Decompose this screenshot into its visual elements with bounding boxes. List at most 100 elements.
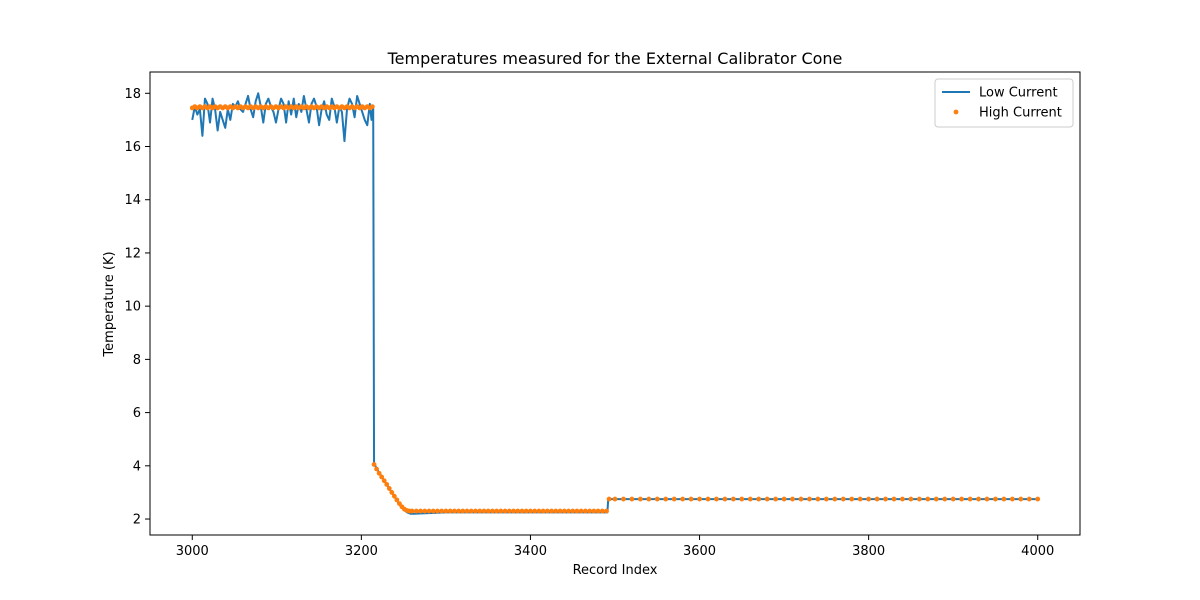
series-high-current-point bbox=[654, 496, 660, 502]
series-high-current-point bbox=[386, 486, 392, 491]
series-high-current-point bbox=[984, 496, 990, 502]
series-high-current-point bbox=[604, 508, 609, 514]
series-high-current-point bbox=[468, 508, 474, 514]
series-high-current-point bbox=[519, 508, 525, 514]
series-high-current-point bbox=[578, 508, 584, 514]
y-tick-label: 6 bbox=[133, 406, 141, 421]
series-high-current-point bbox=[498, 508, 504, 514]
series-high-current-point bbox=[671, 496, 677, 502]
series-high-current-point bbox=[688, 496, 694, 502]
series-high-current-point bbox=[1035, 496, 1041, 502]
series-high-current-point bbox=[900, 496, 905, 502]
series-high-current-point bbox=[485, 508, 491, 514]
y-tick-label: 16 bbox=[124, 140, 141, 155]
series-high-current-point bbox=[439, 508, 445, 514]
series-high-current-point bbox=[422, 508, 428, 514]
series-high-current-point bbox=[621, 496, 626, 502]
series-high-current-point bbox=[557, 508, 563, 514]
series-high-current-point bbox=[976, 496, 981, 502]
series-high-current-point bbox=[409, 508, 415, 514]
series-high-current-point bbox=[451, 508, 457, 514]
series-high-current-point bbox=[883, 496, 888, 502]
series-high-current-point bbox=[874, 496, 880, 502]
series-high-current-point bbox=[697, 496, 702, 502]
series-high-current-point bbox=[394, 497, 400, 503]
series-high-current-point bbox=[376, 470, 382, 476]
series-high-current-point bbox=[933, 496, 939, 502]
y-tick-label: 2 bbox=[133, 513, 141, 528]
series-high-current-point bbox=[384, 482, 390, 487]
series-high-current-point bbox=[490, 508, 495, 514]
y-tick-label: 12 bbox=[124, 246, 141, 261]
legend: Low Current High Current bbox=[934, 78, 1074, 128]
series-high-current-point bbox=[540, 508, 546, 514]
series-high-current-point bbox=[908, 496, 914, 502]
series-high-current-point bbox=[574, 508, 580, 514]
series-high-current-point bbox=[456, 508, 461, 514]
series-high-current-point bbox=[473, 508, 478, 514]
series-high-current-point bbox=[561, 508, 567, 514]
series-high-current-point bbox=[1018, 496, 1024, 502]
series-high-current-point bbox=[722, 496, 728, 502]
series-high-current-point bbox=[705, 496, 711, 502]
series-high-current-point bbox=[570, 508, 576, 514]
series-high-current-point bbox=[426, 508, 432, 514]
series-high-current-point bbox=[993, 496, 998, 502]
series-high-current-point bbox=[374, 466, 379, 472]
series-high-current-point bbox=[849, 496, 855, 502]
series-high-current-point bbox=[587, 508, 593, 514]
series-high-current-point bbox=[823, 496, 829, 502]
series-high-current-point bbox=[663, 496, 669, 502]
series-high-current-point bbox=[536, 508, 542, 514]
series-high-current-point bbox=[764, 496, 770, 502]
series-high-current-point bbox=[566, 508, 571, 514]
series-high-current-point bbox=[447, 508, 453, 514]
chart-title: Temperatures measured for the External C… bbox=[387, 49, 843, 68]
series-high-current-point bbox=[418, 508, 423, 514]
y-axis-label: Temperature (K) bbox=[102, 251, 117, 357]
series-high-current-point bbox=[506, 508, 512, 514]
series-high-current-point bbox=[599, 508, 605, 514]
series-high-current-point bbox=[389, 490, 395, 495]
series-high-current-point bbox=[832, 496, 838, 502]
series-high-current-point bbox=[435, 508, 440, 514]
y-tick-label: 18 bbox=[124, 87, 141, 102]
series-high-current-point bbox=[857, 496, 863, 502]
series-high-current-point bbox=[481, 508, 487, 514]
series-high-current-point bbox=[866, 496, 872, 502]
series-high-current-point bbox=[840, 496, 846, 502]
series-high-current-point bbox=[637, 496, 643, 502]
series-high-current-point bbox=[773, 496, 779, 502]
series-high-current-point bbox=[739, 496, 745, 502]
series-high-current-point bbox=[790, 496, 795, 502]
legend-swatch-high-current bbox=[953, 109, 959, 115]
series-high-current-point bbox=[916, 496, 922, 502]
series-high-current-point bbox=[515, 508, 521, 514]
plot-area bbox=[189, 92, 1041, 515]
series-high-current-point bbox=[477, 508, 483, 514]
series-high-current-point bbox=[583, 508, 588, 514]
series-high-current-point bbox=[612, 496, 618, 502]
series-high-current-point bbox=[1001, 496, 1007, 502]
series-high-current-point bbox=[967, 496, 973, 502]
y-tick-label: 8 bbox=[133, 353, 141, 368]
series-high-current-point bbox=[494, 508, 500, 514]
series-high-current-point bbox=[606, 496, 612, 502]
series-high-current-point bbox=[443, 508, 449, 514]
series-high-current-point bbox=[460, 508, 466, 514]
series-high-current-point bbox=[756, 496, 762, 502]
plot-series-group bbox=[189, 92, 1041, 515]
series-high-current-point bbox=[532, 508, 538, 514]
series-high-current-point bbox=[595, 508, 601, 514]
series-high-current-point bbox=[942, 496, 948, 502]
series-high-current-point bbox=[369, 104, 375, 109]
x-tick-label: 3600 bbox=[683, 544, 716, 559]
series-high-current-point bbox=[511, 508, 516, 514]
series-high-current-point bbox=[523, 508, 529, 514]
x-tick-label: 3000 bbox=[176, 544, 209, 559]
y-tick-label: 10 bbox=[124, 300, 141, 315]
x-tick-label: 4000 bbox=[1021, 544, 1054, 559]
series-high-current-point bbox=[430, 508, 436, 514]
series-high-current-point bbox=[553, 508, 559, 514]
axes-frame bbox=[149, 71, 1081, 536]
